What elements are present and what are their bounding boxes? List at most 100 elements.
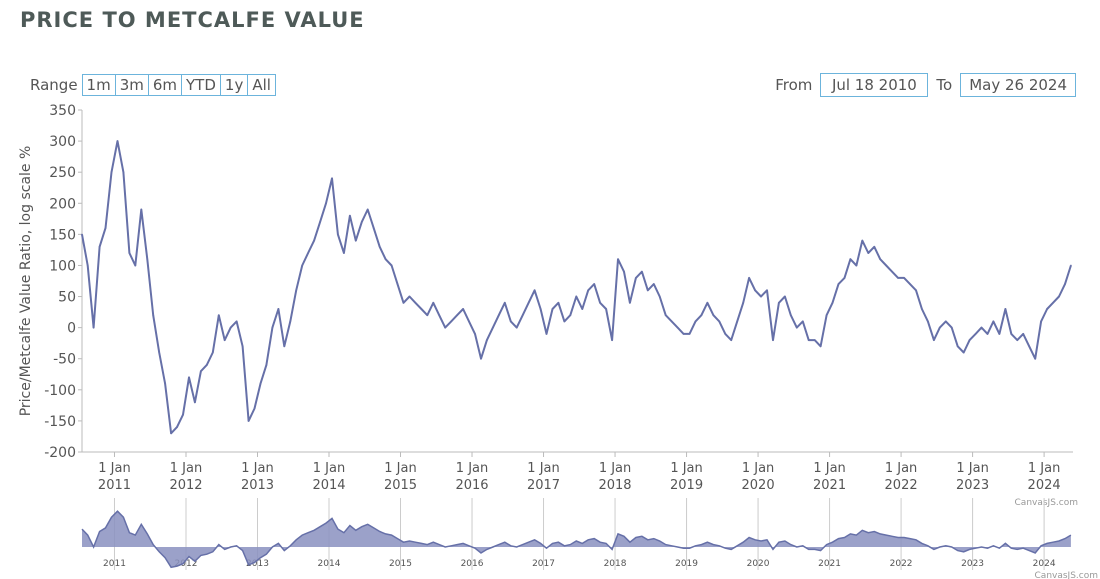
data-point (944, 320, 947, 323)
data-point (730, 339, 733, 341)
data-point (140, 208, 143, 211)
data-point (575, 295, 578, 298)
data-point (241, 345, 244, 348)
navigator-label: 2024 (1033, 559, 1056, 569)
data-point (325, 202, 327, 205)
y-tick-label: 350 (49, 103, 76, 119)
x-tick-label: 1 Jan (170, 461, 202, 476)
data-point (647, 289, 649, 292)
data-point (736, 320, 739, 323)
data-point (259, 382, 262, 385)
data-point (337, 233, 339, 236)
data-point (503, 301, 506, 304)
data-point (635, 277, 637, 279)
data-point (349, 214, 351, 217)
x-tick-label: 2019 (670, 478, 703, 493)
from-date-input[interactable]: Jul 18 2010 (820, 73, 929, 97)
x-tick-label: 1 Jan (313, 461, 345, 476)
data-point (456, 314, 458, 317)
data-point (426, 314, 429, 317)
data-point (194, 401, 196, 404)
range-all-button[interactable]: All (247, 74, 276, 96)
data-point (98, 246, 101, 248)
data-point (134, 264, 137, 267)
data-point (760, 295, 762, 298)
data-point (509, 320, 512, 323)
data-point (474, 333, 476, 335)
range-ytd-button[interactable]: YTD (181, 74, 221, 96)
data-point (712, 314, 715, 317)
data-point (629, 301, 631, 304)
data-point (593, 283, 595, 285)
x-tick-label: 1 Jan (599, 461, 631, 476)
data-point (885, 264, 887, 267)
x-tick-label: 1 Jan (98, 461, 130, 476)
x-tick-label: 2018 (598, 478, 631, 493)
data-point (420, 308, 423, 310)
data-point (81, 233, 83, 236)
data-point (384, 258, 387, 261)
range-selector: Range 1m 3m 6m YTD 1y All (30, 74, 276, 96)
data-point (319, 221, 321, 223)
data-point (742, 301, 744, 304)
data-point (599, 301, 601, 304)
range-6m-button[interactable]: 6m (147, 74, 183, 96)
range-1m-button[interactable]: 1m (81, 74, 116, 96)
data-point (355, 239, 357, 242)
data-point (170, 432, 172, 435)
navigator-label: 2023 (961, 559, 984, 569)
data-point (939, 326, 941, 329)
data-point (492, 326, 494, 329)
data-point (831, 301, 834, 304)
data-point (110, 171, 113, 173)
range-3m-button[interactable]: 3m (114, 74, 149, 96)
data-point (855, 264, 858, 267)
data-point (313, 239, 315, 242)
data-point (533, 289, 536, 292)
x-tick-label: 1 Jan (670, 461, 702, 476)
x-tick-label: 2020 (742, 478, 775, 493)
data-point (694, 320, 697, 323)
to-date-input[interactable]: May 26 2024 (960, 73, 1076, 97)
navigator-label: 2011 (103, 559, 126, 569)
x-tick-label: 2017 (527, 478, 560, 493)
data-point (283, 345, 286, 348)
data-point (235, 320, 238, 323)
y-tick-label: -150 (44, 414, 76, 430)
y-tick-label: 150 (49, 227, 76, 243)
data-point (271, 326, 274, 329)
data-point (897, 277, 899, 279)
x-tick-label: 1 Jan (813, 461, 845, 476)
data-point (545, 333, 548, 335)
data-point (408, 295, 411, 298)
data-point (212, 351, 214, 354)
data-point (396, 283, 399, 285)
canvasjs-credit: CanvasJS.com (1035, 571, 1098, 579)
data-point (611, 339, 613, 341)
data-point (289, 320, 292, 323)
y-tick-label: -50 (53, 352, 76, 368)
data-point (1004, 308, 1007, 310)
data-point (825, 314, 828, 317)
data-point (343, 252, 345, 254)
data-point (652, 283, 655, 285)
range-1y-button[interactable]: 1y (219, 74, 249, 96)
data-point (176, 426, 178, 428)
data-point (909, 283, 911, 285)
data-point (402, 301, 405, 304)
x-tick-label: 2024 (1028, 478, 1061, 493)
navigator-label: 2016 (461, 559, 484, 569)
data-point (372, 227, 375, 229)
data-point (229, 326, 232, 329)
data-point (331, 177, 333, 180)
data-point (891, 270, 893, 273)
to-label: To (936, 76, 953, 94)
data-point (968, 339, 971, 341)
date-range-inputs: From Jul 18 2010 To May 26 2024 (775, 73, 1076, 97)
data-point (444, 326, 447, 329)
data-point (390, 264, 393, 267)
data-point (962, 351, 965, 354)
x-tick-label: 2022 (885, 478, 918, 493)
x-tick-label: 2013 (241, 478, 274, 493)
